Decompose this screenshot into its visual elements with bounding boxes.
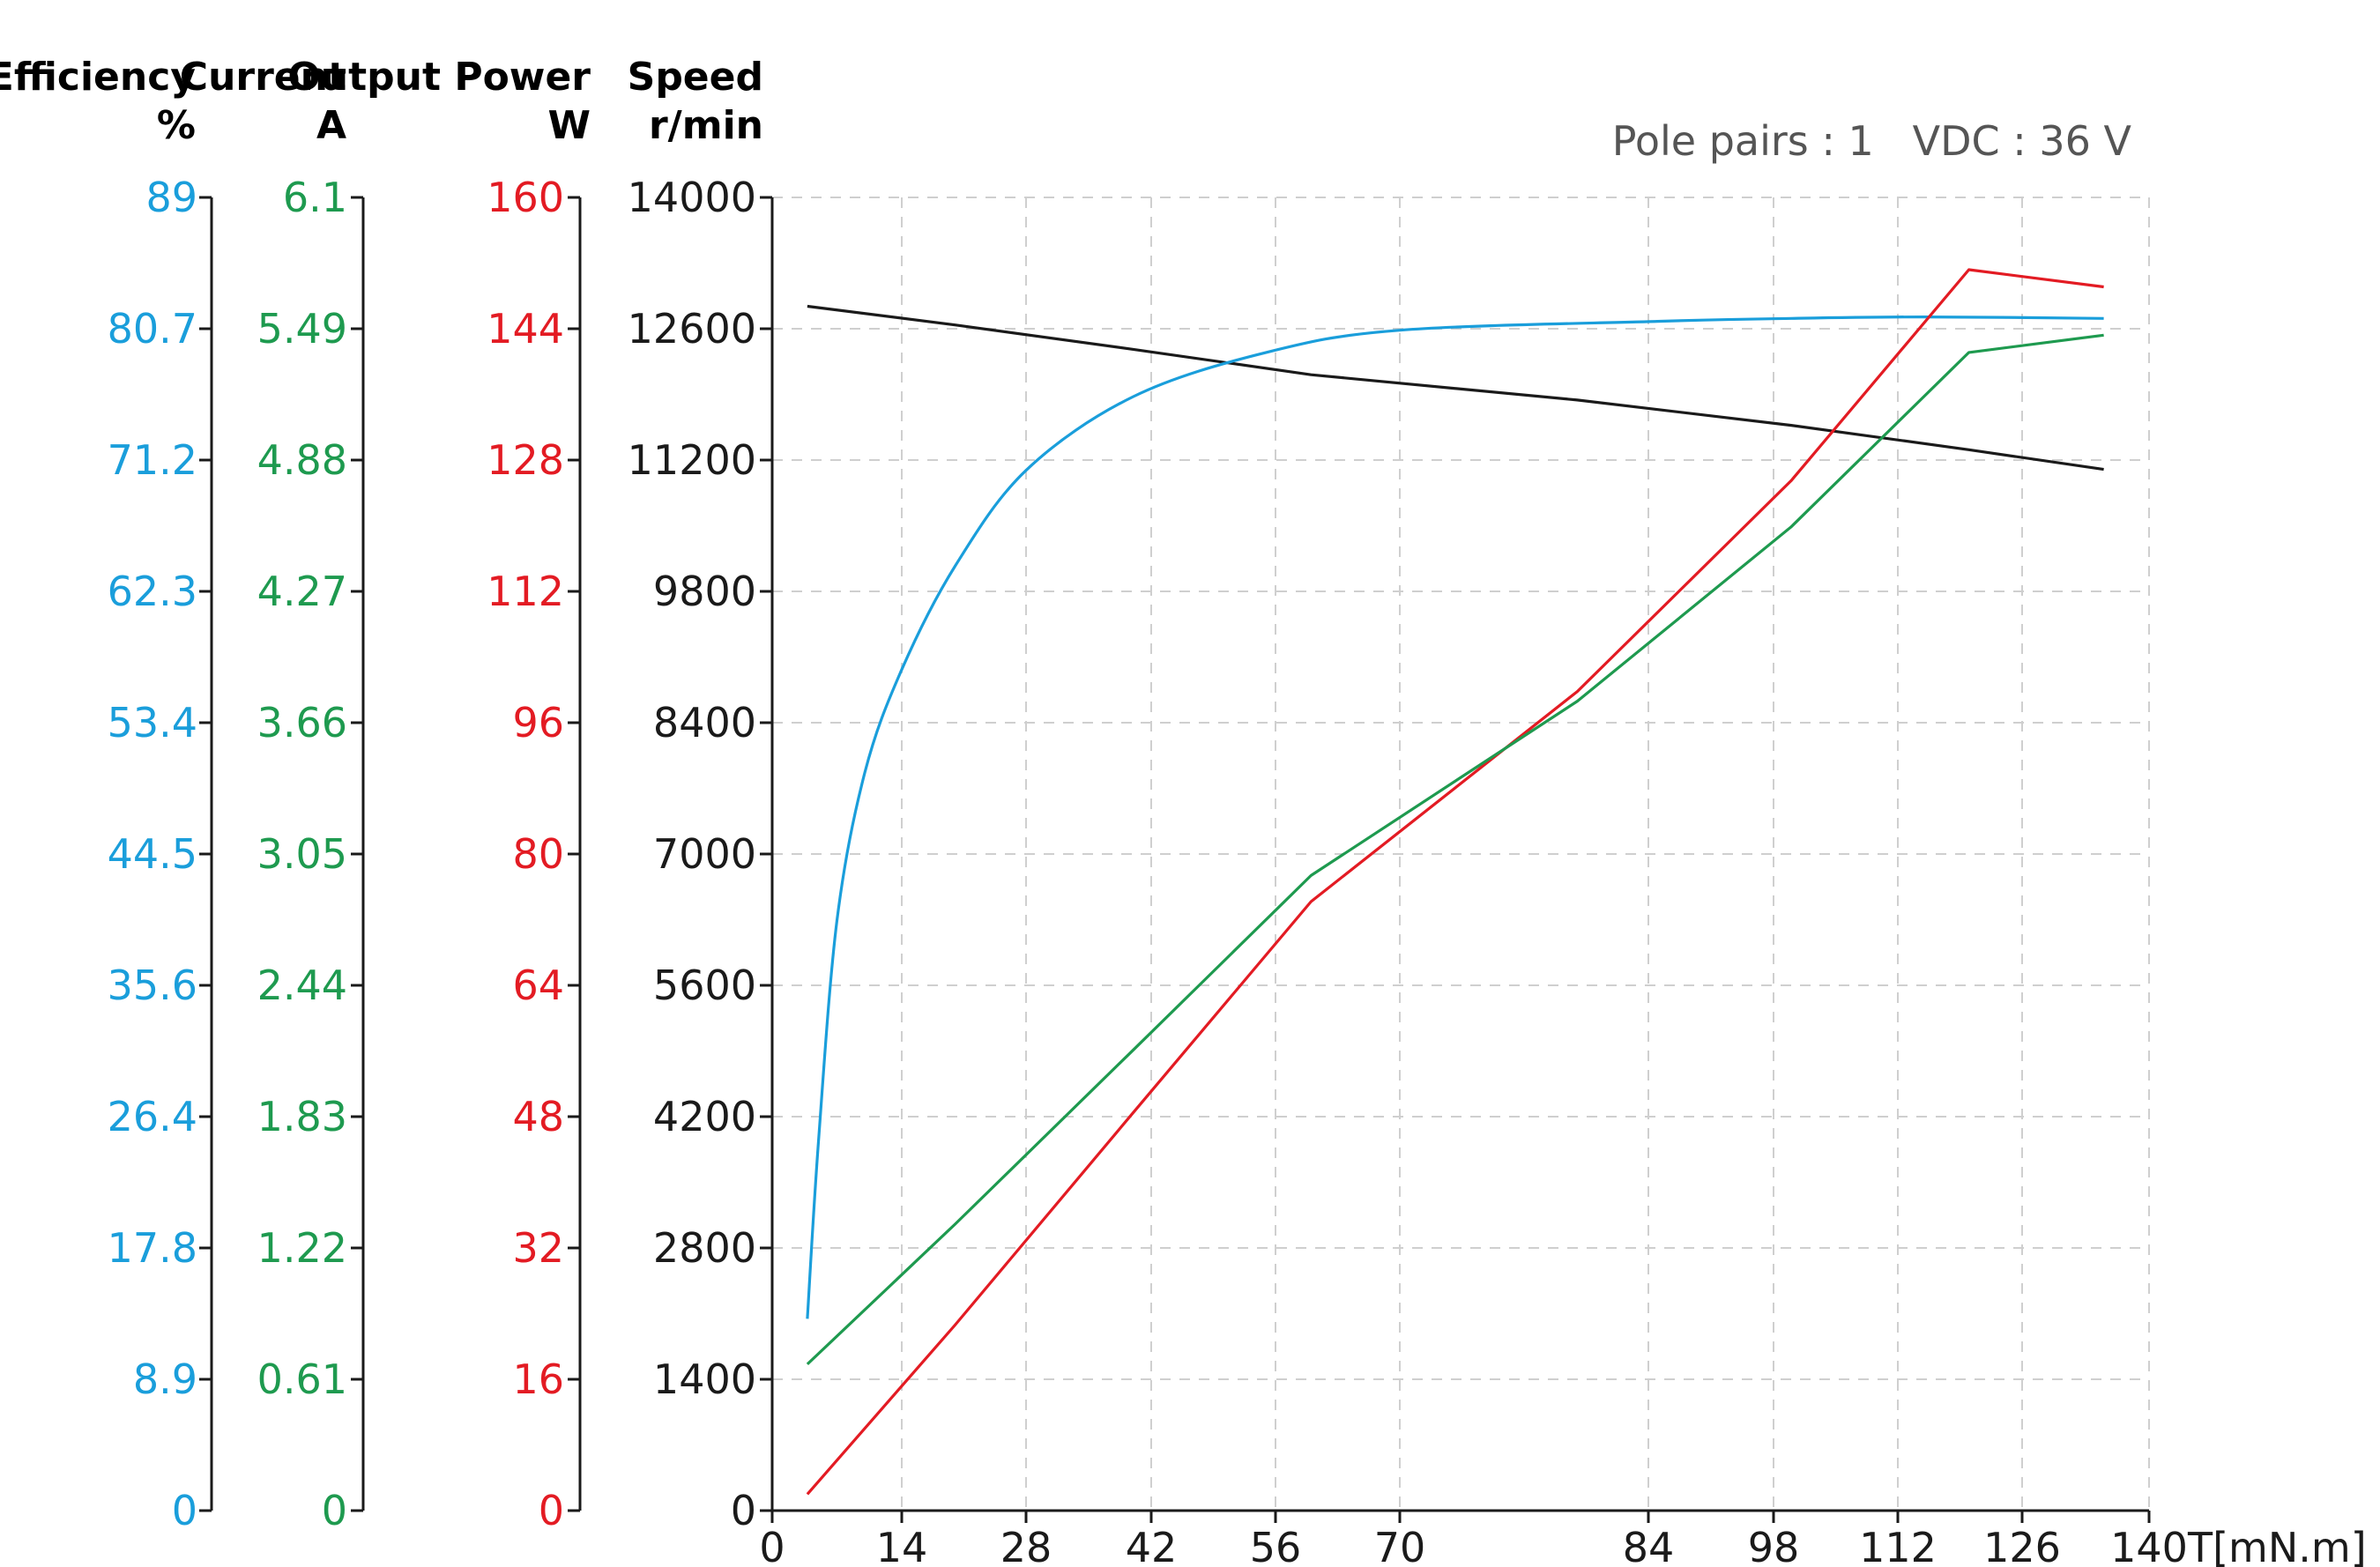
current-tick-label: 0 <box>322 1487 347 1534</box>
current-tick-label: 4.27 <box>257 568 347 615</box>
efficiency-tick-label: 17.8 <box>108 1224 197 1272</box>
x-tick-label: 28 <box>1000 1524 1052 1567</box>
power-tick-label: 112 <box>487 568 564 615</box>
current-tick-label: 1.83 <box>257 1093 347 1140</box>
power-tick-label: 48 <box>512 1093 564 1140</box>
speed-tick-label: 0 <box>731 1487 756 1534</box>
efficiency-tick-label: 89 <box>145 174 197 221</box>
current-tick-label: 3.66 <box>257 699 347 746</box>
current-tick-label: 2.44 <box>257 962 347 1009</box>
power-tick-label: 128 <box>487 436 564 484</box>
efficiency-tick-label: 44.5 <box>108 830 197 878</box>
x-axis-label: T[mN.m] <box>2187 1524 2367 1567</box>
current-tick-label: 6.1 <box>283 174 347 221</box>
speed-tick-label: 1400 <box>653 1355 756 1403</box>
speed-axis-title: Speed <box>628 55 763 100</box>
current-axis-title: Current <box>180 55 346 100</box>
efficiency-tick-label: 0 <box>172 1487 197 1534</box>
speed-tick-label: 11200 <box>628 436 756 484</box>
speed-tick-label: 5600 <box>653 962 756 1009</box>
series <box>806 268 2104 1496</box>
speed-tick-label: 9800 <box>653 568 756 615</box>
current-tick-label: 5.49 <box>257 305 347 353</box>
x-tick-label: 84 <box>1623 1524 1675 1567</box>
current-tick-label: 4.88 <box>257 436 347 484</box>
efficiency-tick-label: 26.4 <box>108 1093 197 1140</box>
power-series-line <box>806 268 2104 1496</box>
current-tick-label: 1.22 <box>257 1224 347 1272</box>
speed-tick-label: 4200 <box>653 1093 756 1140</box>
power-tick-label: 80 <box>512 830 564 878</box>
x-tick-label: 70 <box>1374 1524 1426 1567</box>
power-tick-label: 160 <box>487 174 564 221</box>
power-tick-label: 32 <box>512 1224 564 1272</box>
efficiency-axis-title: Efficiency <box>0 55 196 100</box>
current-series-line <box>806 333 2104 1366</box>
speed-tick-label: 7000 <box>653 830 756 878</box>
current-tick-label: 3.05 <box>257 830 347 878</box>
efficiency-tick-label: 53.4 <box>108 699 197 746</box>
x-tick-label: 56 <box>1250 1524 1302 1567</box>
grid <box>772 197 2150 1511</box>
efficiency-tick-label: 80.7 <box>108 305 197 353</box>
power-tick-label: 96 <box>512 699 564 746</box>
x-tick-label: 98 <box>1748 1524 1800 1567</box>
speed-tick-label: 2800 <box>653 1224 756 1272</box>
efficiency-tick-label: 71.2 <box>108 436 197 484</box>
efficiency-tick-label: 62.3 <box>108 568 197 615</box>
power-tick-label: 64 <box>512 962 564 1009</box>
x-tick-label: 0 <box>759 1524 785 1567</box>
power-tick-label: 16 <box>512 1355 564 1403</box>
operating-conditions-note: Pole pairs : 1 VDC : 36 V <box>1612 117 2132 165</box>
x-tick-label: 140 <box>2110 1524 2188 1567</box>
speed-axis-unit: r/min <box>649 103 763 148</box>
current-tick-label: 0.61 <box>257 1355 347 1403</box>
speed-tick-label: 14000 <box>628 174 756 221</box>
speed-tick-label: 8400 <box>653 699 756 746</box>
power-tick-label: 144 <box>487 305 564 353</box>
axes: 89 80.7 71.2 62.3 53.4 44.5 35.6 26.4 17.8 8.9 0 6.… <box>108 174 2367 1567</box>
efficiency-axis-unit: % <box>157 103 196 148</box>
x-tick-label: 126 <box>1983 1524 2061 1567</box>
power-axis-title: Output Power <box>287 55 591 100</box>
speed-series-line <box>807 304 2104 472</box>
x-tick-label: 42 <box>1126 1524 1178 1567</box>
x-tick-label: 112 <box>1859 1524 1937 1567</box>
efficiency-series-line <box>806 316 2104 1319</box>
efficiency-tick-label: 35.6 <box>108 962 197 1009</box>
efficiency-tick-label: 8.9 <box>133 1355 197 1403</box>
speed-tick-label: 12600 <box>628 305 756 353</box>
power-tick-label: 0 <box>539 1487 564 1534</box>
x-tick-label: 14 <box>876 1524 928 1567</box>
power-axis-unit: W <box>547 103 591 148</box>
current-axis-unit: A <box>316 103 346 148</box>
